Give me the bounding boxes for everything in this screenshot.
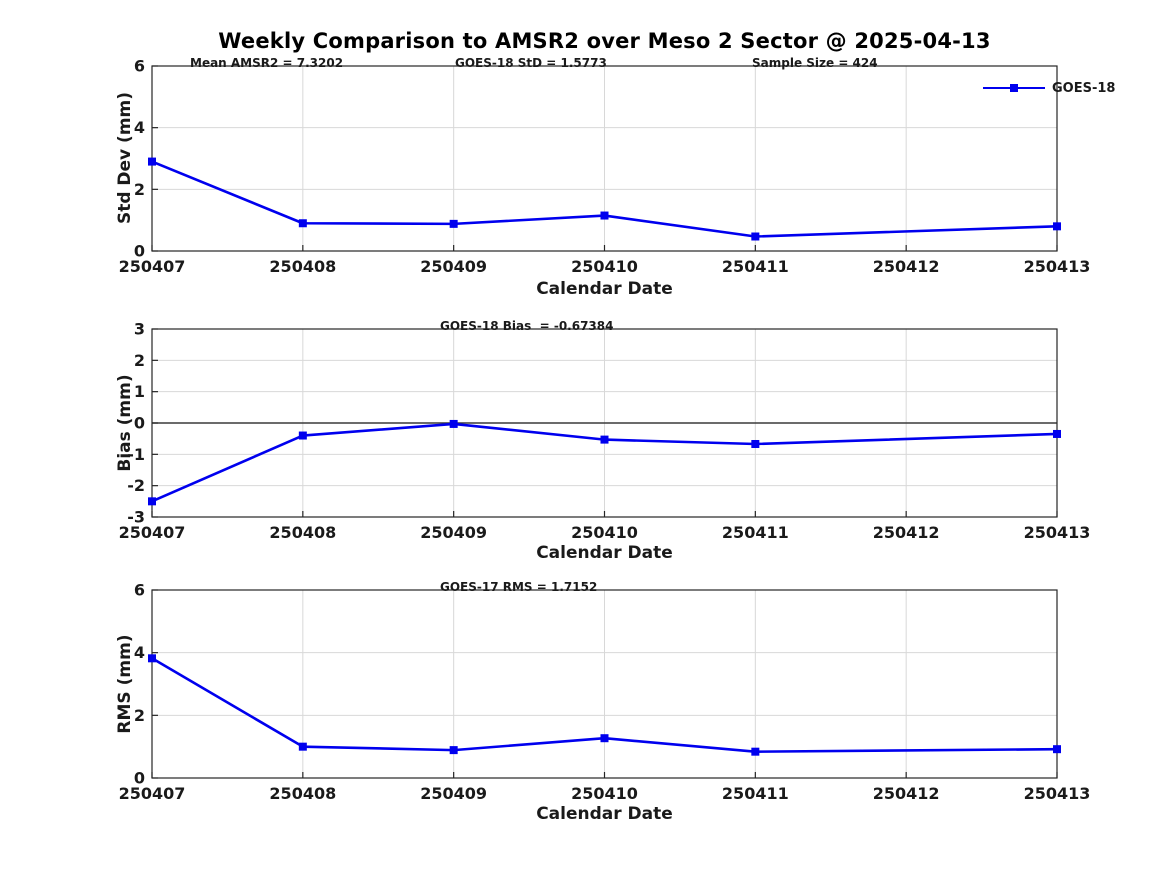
data-point-marker <box>600 211 609 220</box>
x-tick-label: 250412 <box>873 784 940 803</box>
y-tick-label: 0 <box>134 242 145 261</box>
x-tick-label: 250408 <box>269 784 336 803</box>
data-point-marker <box>298 742 307 751</box>
data-point-marker <box>449 219 458 228</box>
x-tick-label: 250411 <box>722 257 789 276</box>
y-tick-label: 2 <box>134 706 145 725</box>
x-tick-label: 250411 <box>722 523 789 542</box>
data-point-marker <box>1053 429 1061 438</box>
x-tick-label: 250413 <box>1024 784 1091 803</box>
data-point-marker <box>1053 222 1061 231</box>
annotation-goes18-bias: GOES-18 Bias = -0.67384 <box>440 319 614 333</box>
x-axis-label-bottom: Calendar Date <box>536 804 673 824</box>
y-tick-label: 0 <box>134 414 145 433</box>
x-tick-label: 250413 <box>1024 523 1091 542</box>
annotation-goes18-std: GOES-18 StD = 1.5773 <box>455 56 607 70</box>
data-point-marker <box>449 746 458 755</box>
legend-label: GOES-18 <box>1052 80 1116 96</box>
legend-square-marker-icon <box>1010 83 1018 92</box>
x-axis-label-middle: Calendar Date <box>536 543 673 563</box>
x-tick-label: 250410 <box>571 257 638 276</box>
data-point-marker <box>600 734 609 743</box>
x-tick-label: 250410 <box>571 523 638 542</box>
data-line <box>151 160 1058 238</box>
y-tick-label: 3 <box>134 320 145 339</box>
annotation-goes17-rms: GOES-17 RMS = 1.7152 <box>440 580 598 594</box>
y-tick-label: 4 <box>134 643 145 662</box>
y-axis-label-bias: Bias (mm) <box>115 374 135 472</box>
y-tick-label: 2 <box>134 180 145 199</box>
y-axis-label-rms: RMS (mm) <box>115 634 135 734</box>
y-tick-label: 1 <box>134 382 145 401</box>
data-point-marker <box>1053 745 1061 754</box>
y-tick-label: 2 <box>134 351 145 370</box>
legend-line-sample <box>983 83 1045 92</box>
x-tick-label: 250407 <box>119 523 186 542</box>
x-tick-label: 250407 <box>119 257 186 276</box>
data-point-marker <box>751 439 760 448</box>
y-tick-label: 6 <box>134 581 145 600</box>
x-tick-label: 250408 <box>269 257 336 276</box>
data-point-marker <box>600 435 609 444</box>
data-point-marker <box>449 419 458 428</box>
data-line <box>151 422 1058 503</box>
legend: GOES-18 <box>983 78 1115 98</box>
y-axis-label-std-dev: Std Dev (mm) <box>115 91 135 225</box>
x-tick-label: 250409 <box>420 257 487 276</box>
x-tick-label: 250409 <box>420 523 487 542</box>
x-tick-label: 250411 <box>722 784 789 803</box>
y-tick-label: 0 <box>134 769 145 788</box>
figure-title: Weekly Comparison to AMSR2 over Meso 2 S… <box>218 29 991 53</box>
data-point-marker <box>148 497 156 506</box>
data-point-marker <box>148 157 156 166</box>
x-tick-label: 250412 <box>873 523 940 542</box>
annotation-mean-amsr2: Mean AMSR2 = 7.3202 <box>190 56 344 70</box>
x-axis-label-top: Calendar Date <box>536 279 673 299</box>
y-tick-label: 6 <box>134 57 145 76</box>
x-tick-label: 250407 <box>119 784 186 803</box>
y-tick-label: 4 <box>134 118 145 137</box>
data-point-marker <box>751 747 760 756</box>
data-point-marker <box>298 219 307 228</box>
data-point-marker <box>751 232 760 241</box>
x-tick-label: 250413 <box>1024 257 1091 276</box>
data-line <box>151 657 1058 753</box>
data-point-marker <box>298 431 307 440</box>
y-tick-label: -3 <box>127 508 145 527</box>
y-tick-label: -2 <box>127 476 145 495</box>
x-tick-label: 250412 <box>873 257 940 276</box>
x-tick-label: 250408 <box>269 523 336 542</box>
annotation-sample-size: Sample Size = 424 <box>752 56 878 70</box>
data-point-marker <box>148 654 156 663</box>
y-tick-label: -1 <box>127 445 145 464</box>
x-tick-label: 250410 <box>571 784 638 803</box>
x-tick-label: 250409 <box>420 784 487 803</box>
